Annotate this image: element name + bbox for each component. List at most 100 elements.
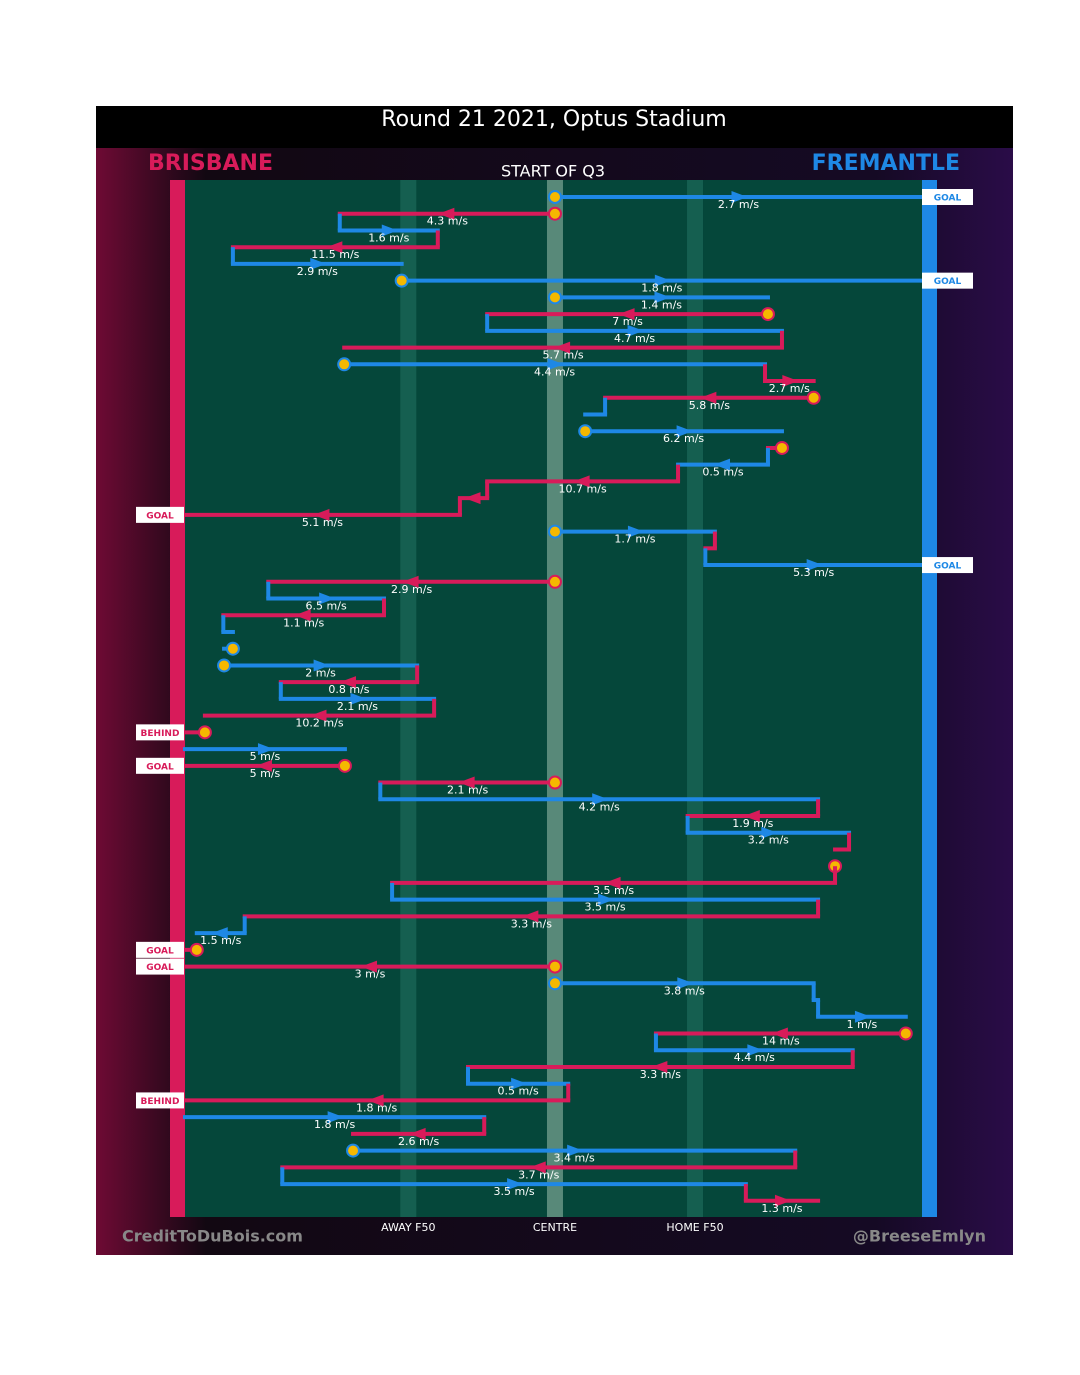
- result-box: [136, 757, 184, 774]
- direction-arrow: [677, 977, 694, 990]
- credit-right: @BreeseEmlyn: [853, 1227, 986, 1246]
- result-label: BEHIND: [141, 729, 180, 739]
- zone-label: AWAY F50: [381, 1221, 435, 1234]
- speed-label: 1.8 m/s: [641, 282, 682, 295]
- stoppage: [578, 424, 593, 439]
- result-box: [922, 557, 973, 574]
- speed-label: 3.4 m/s: [554, 1152, 595, 1165]
- stoppage: [774, 440, 789, 455]
- speed-label: 1.7 m/s: [614, 533, 655, 546]
- direction-arrow: [255, 759, 272, 772]
- direction-arrow: [310, 709, 327, 722]
- direction-arrow: [310, 257, 327, 270]
- speed-label: 3.7 m/s: [518, 1168, 559, 1181]
- stoppage: [394, 273, 409, 288]
- result-box: [922, 189, 973, 205]
- zone-line: [687, 180, 704, 1217]
- speed-label: 6.2 m/s: [663, 432, 704, 445]
- direction-arrow: [458, 776, 475, 789]
- stoppage: [547, 524, 562, 539]
- direction-arrow: [350, 692, 367, 705]
- direction-arrow: [627, 324, 644, 337]
- result-label: GOAL: [934, 562, 962, 572]
- speed-label: 2.7 m/s: [718, 198, 759, 211]
- away-team: FREMANTLE: [812, 151, 960, 176]
- stoppage: [547, 775, 562, 790]
- speed-label: 1.3 m/s: [761, 1202, 802, 1215]
- speed-label: 4.4 m/s: [734, 1051, 775, 1064]
- zone-label: CENTRE: [533, 1221, 577, 1234]
- direction-arrow: [676, 425, 693, 438]
- speed-label: 14 m/s: [762, 1035, 800, 1048]
- direction-arrow: [604, 876, 621, 889]
- direction-arrow: [654, 274, 671, 287]
- speed-label: 4.4 m/s: [534, 365, 575, 378]
- speed-label: 0.5 m/s: [498, 1085, 539, 1098]
- speed-label: 1.4 m/s: [641, 298, 682, 311]
- direction-arrow: [438, 207, 455, 220]
- stoppage: [197, 725, 212, 740]
- speed-label: 2.1 m/s: [447, 784, 488, 797]
- speed-label: 6.5 m/s: [306, 600, 347, 613]
- speed-label: 2 m/s: [305, 666, 336, 679]
- stoppage: [898, 1026, 913, 1041]
- direction-arrow: [360, 960, 377, 973]
- direction-arrow: [402, 575, 419, 588]
- result-box: [136, 724, 184, 741]
- stoppage: [346, 1143, 361, 1158]
- speed-label: 3.5 m/s: [493, 1185, 534, 1198]
- direction-arrow: [554, 341, 571, 354]
- result-label: GOAL: [146, 963, 174, 973]
- direction-arrow: [319, 592, 336, 605]
- speed-label: 5.3 m/s: [793, 566, 834, 579]
- direction-arrow: [592, 793, 609, 806]
- speed-label: 3.8 m/s: [664, 984, 705, 997]
- direction-arrow: [743, 810, 760, 823]
- stoppage: [189, 942, 204, 957]
- stoppage: [760, 307, 775, 322]
- speed-label: 11.5 m/s: [311, 248, 359, 261]
- direction-arrow: [618, 308, 635, 321]
- direction-arrow: [522, 910, 539, 923]
- direction-arrow: [771, 1027, 788, 1040]
- direction-arrow: [547, 358, 564, 371]
- title-bar: [96, 106, 1013, 148]
- direction-arrow: [511, 1077, 528, 1090]
- direction-arrow: [507, 1178, 524, 1191]
- speed-label: 5.7 m/s: [543, 349, 584, 362]
- direction-arrow: [367, 1094, 384, 1107]
- speed-label: 3.5 m/s: [593, 884, 634, 897]
- speed-label: 2.7 m/s: [769, 382, 810, 395]
- speed-label: 5 m/s: [250, 750, 281, 763]
- speed-label: 0.8 m/s: [328, 683, 369, 696]
- result-box: [136, 958, 184, 975]
- zone-line: [546, 180, 563, 1217]
- speed-label: 3.2 m/s: [748, 834, 789, 847]
- speed-label: 2.9 m/s: [391, 583, 432, 596]
- result-label: GOAL: [146, 762, 174, 772]
- speed-label: 2.1 m/s: [337, 700, 378, 713]
- speed-label: 3.5 m/s: [585, 901, 626, 914]
- speed-label: 4.7 m/s: [614, 332, 655, 345]
- result-label: GOAL: [934, 277, 962, 287]
- direction-arrow: [529, 1161, 546, 1174]
- direction-arrow: [700, 391, 717, 404]
- result-box: [136, 506, 184, 523]
- stoppage: [547, 206, 562, 221]
- speed-label: 1.8 m/s: [356, 1101, 397, 1114]
- direction-arrow: [313, 659, 330, 672]
- direction-arrow: [567, 1144, 584, 1157]
- speed-label: 5 m/s: [250, 767, 281, 780]
- speed-label: 1.8 m/s: [314, 1118, 355, 1131]
- speed-label: 3.3 m/s: [640, 1068, 681, 1081]
- direction-arrow: [409, 1127, 426, 1140]
- speed-label: 4.3 m/s: [427, 215, 468, 228]
- direction-arrow: [806, 559, 823, 572]
- stoppage: [225, 641, 240, 656]
- result-label: BEHIND: [141, 1097, 180, 1107]
- speed-label: 7 m/s: [612, 315, 643, 328]
- speed-label: 1.5 m/s: [200, 934, 241, 947]
- direction-arrow: [731, 191, 748, 203]
- speed-label: 10.2 m/s: [295, 717, 343, 730]
- result-label: GOAL: [146, 946, 174, 956]
